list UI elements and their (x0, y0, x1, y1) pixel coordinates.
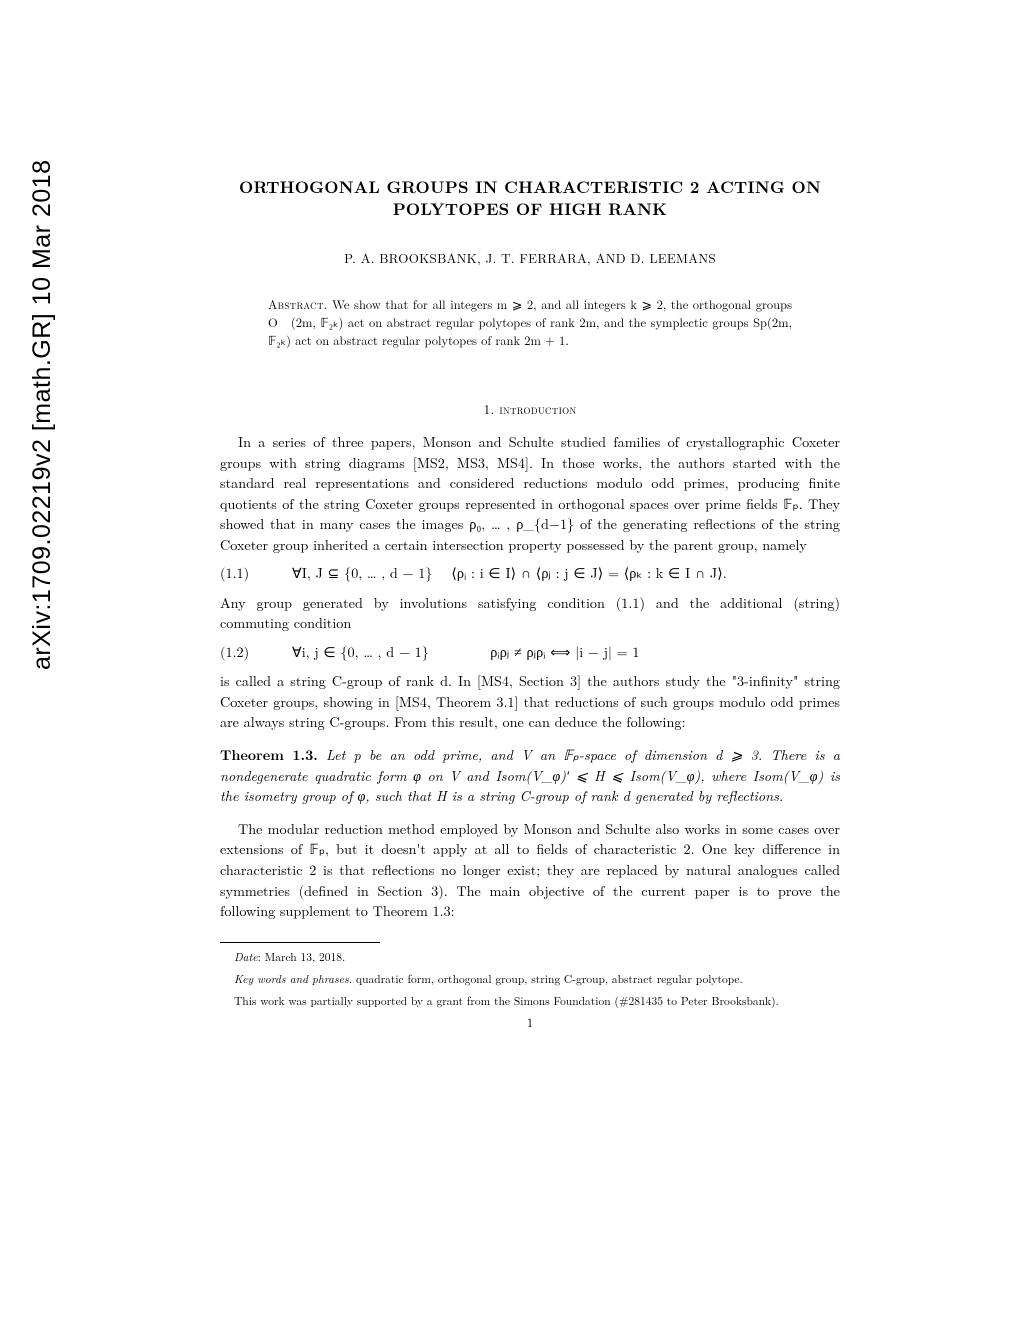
section-1-name: introduction (499, 399, 576, 418)
section-1-heading: 1. introduction (220, 399, 840, 418)
equation-1-1: (1.1) ∀I, J ⊆ {0, … , d − 1} ⟨ρᵢ : i ∈ I… (220, 563, 840, 584)
authors: P. A. BROOKSBANK, J. T. FERRARA, AND D. … (220, 248, 840, 267)
footnote-keywords-text: quadratic form, orthogonal group, string… (352, 971, 743, 987)
paragraph-1: In a series of three papers, Monson and … (220, 432, 840, 556)
paragraph-3: is called a string C-group of rank d. In… (220, 671, 840, 733)
title-line-2: POLYTOPES OF HIGH RANK (393, 196, 668, 220)
abstract: Abstract. We show that for all integers … (268, 295, 792, 349)
paragraph-4: The modular reduction method employed by… (220, 819, 840, 922)
footnote-keywords: Key words and phrases. quadratic form, o… (220, 971, 840, 987)
equation-1-1-number: (1.1) (220, 563, 272, 584)
section-1-number: 1. (483, 399, 494, 418)
abstract-text: We show that for all integers m ⩾ 2, and… (268, 295, 792, 349)
paragraph-2: Any group generated by involutions satis… (220, 593, 840, 634)
paper-title: ORTHOGONAL GROUPS IN CHARACTERISTIC 2 AC… (220, 175, 840, 220)
page-number: 1 (220, 1013, 840, 1031)
footnote-date-text: : March 13, 2018. (258, 949, 346, 965)
footnote-acknowledgment: This work was partially supported by a g… (220, 993, 840, 1009)
equation-1-2-body: ∀i, j ∈ {0, … , d − 1} ρᵢρⱼ ≠ ρⱼρᵢ ⟺ |i … (272, 642, 840, 663)
abstract-label: Abstract. (268, 295, 328, 313)
footnote-date: Date: March 13, 2018. (220, 949, 840, 965)
theorem-1-3: Theorem 1.3. Let p be an odd prime, and … (220, 745, 840, 807)
arxiv-stamp: arXiv:1709.02219v2 [math.GR] 10 Mar 2018 (28, 159, 57, 670)
theorem-1-3-head: Theorem 1.3. (220, 745, 318, 765)
page-content: ORTHOGONAL GROUPS IN CHARACTERISTIC 2 AC… (220, 175, 840, 1031)
footnote-keywords-label: Key words and phrases. (234, 971, 352, 987)
footnote-date-label: Date (234, 949, 258, 965)
title-line-1: ORTHOGONAL GROUPS IN CHARACTERISTIC 2 AC… (239, 174, 821, 198)
footnote-rule (220, 942, 380, 943)
equation-1-1-body: ∀I, J ⊆ {0, … , d − 1} ⟨ρᵢ : i ∈ I⟩ ∩ ⟨ρ… (272, 563, 840, 584)
equation-1-2-number: (1.2) (220, 642, 272, 663)
equation-1-2: (1.2) ∀i, j ∈ {0, … , d − 1} ρᵢρⱼ ≠ ρⱼρᵢ… (220, 642, 840, 663)
